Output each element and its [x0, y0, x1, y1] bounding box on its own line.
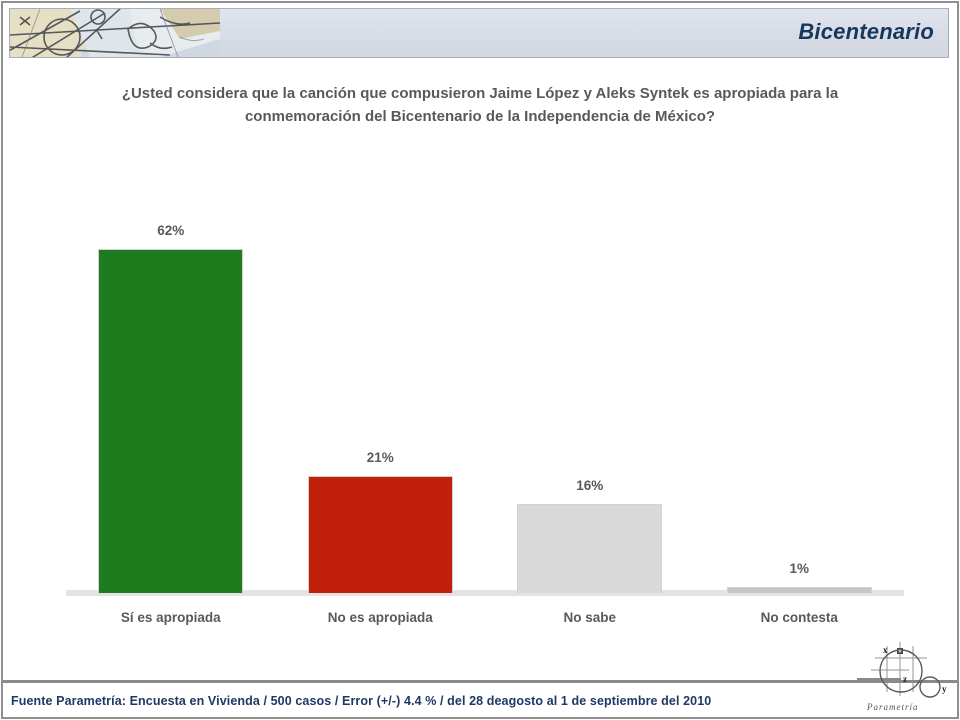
category-label: No contesta [760, 610, 838, 625]
bar-column: 62% [66, 216, 276, 593]
bar-column: 1% [695, 216, 905, 593]
bars-row: 62% 21% 16% 1% [66, 216, 905, 596]
header-sketch-art-image [10, 9, 220, 57]
parametria-logo: x z y Parametría [857, 642, 947, 712]
bar-value-label: 16% [576, 478, 604, 493]
logo-x-axis-label: x [883, 645, 888, 655]
category-label: Sí es apropiada [120, 610, 221, 625]
bar [307, 476, 453, 593]
logo-z-axis-label: z [903, 674, 907, 684]
chart-question-title: ¿Usted considera que la canción que comp… [121, 85, 839, 125]
bar [517, 504, 663, 593]
bar [98, 249, 244, 593]
categories-row: Sí es apropiada No es apropiada No sabe No … [66, 610, 904, 625]
bar-column: 21% [276, 216, 486, 593]
x-axis-baseline [66, 590, 904, 596]
category-label: No es apropiada [327, 610, 433, 625]
bar-value-label: 21% [366, 450, 394, 465]
bar-chart: 62% 21% 16% 1% Sí es apropiada No es apropia… [66, 216, 904, 625]
category-label: No sabe [563, 610, 617, 625]
bar [726, 587, 872, 593]
header-band: Bicentenario [9, 8, 949, 58]
logo-y-axis-label: y [942, 684, 947, 694]
footer-divider-line [3, 680, 957, 683]
source-note: Fuente Parametría: Encuesta en Vivienda … [11, 694, 712, 708]
logo-wordmark: Parametría [866, 702, 919, 712]
bar-column: 16% [485, 216, 695, 593]
bar-value-label: 62% [157, 223, 185, 238]
bar-value-label: 1% [789, 561, 809, 576]
page-title: Bicentenario [798, 19, 934, 44]
